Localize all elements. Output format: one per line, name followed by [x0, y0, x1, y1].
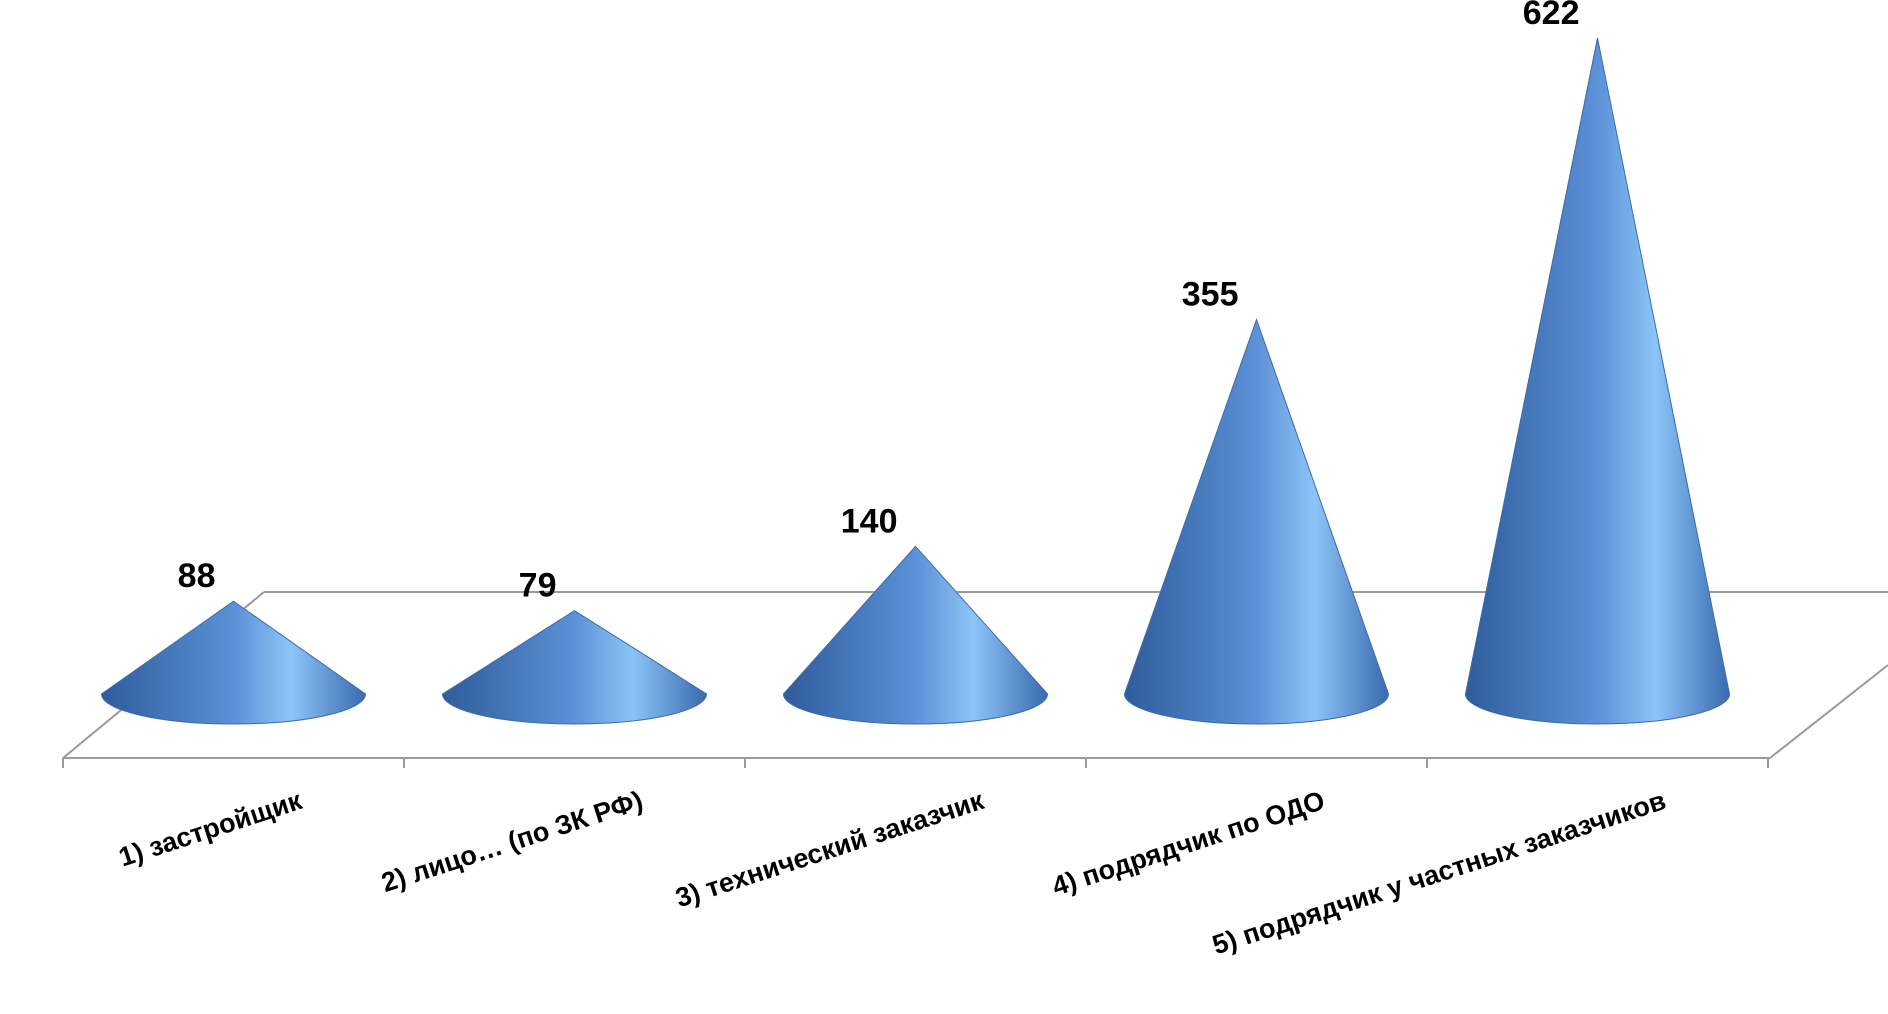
value-label-4: 355 — [1182, 276, 1239, 314]
x-tick-label-2: 2) лицо… (по ЗК РФ) — [378, 785, 647, 898]
x-tick-label-1: 1) застройщик — [115, 785, 306, 872]
value-label-2: 79 — [519, 567, 557, 605]
value-label-3: 140 — [841, 502, 898, 540]
cones — [100, 37, 1731, 725]
cone-2 — [441, 610, 708, 725]
cone-4 — [1123, 318, 1390, 725]
x-tick-label-4: 4) подрядчик по ОДО — [1048, 785, 1328, 901]
cone-3 — [782, 545, 1049, 725]
x-tick-labels: 1) застройщик 2) лицо… (по ЗК РФ) 3) техни… — [115, 785, 1669, 960]
cone-5 — [1464, 37, 1731, 725]
x-tick-label-3: 3) технический заказчик — [672, 785, 988, 913]
value-label-5: 622 — [1523, 0, 1580, 32]
value-labels: 88 79 140 355 622 — [178, 0, 1580, 605]
floor-right-edge — [1769, 664, 1888, 759]
value-label-1: 88 — [178, 557, 216, 595]
x-axis-ticks — [62, 758, 1769, 768]
cone-1 — [100, 600, 367, 725]
